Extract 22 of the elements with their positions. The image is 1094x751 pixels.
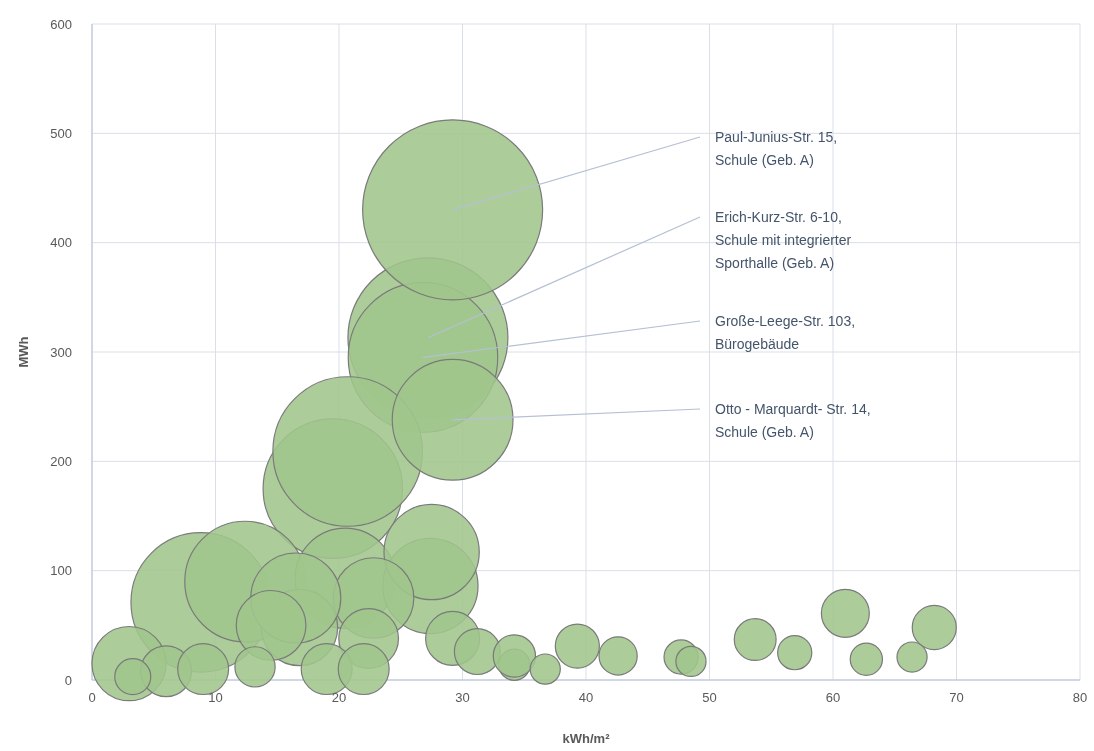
- x-tick-label: 50: [702, 690, 717, 705]
- y-tick-label: 400: [50, 235, 72, 251]
- x-tick-label: 80: [1072, 690, 1088, 705]
- x-tick-label: 0: [88, 690, 96, 705]
- x-tick-label: 70: [949, 690, 964, 705]
- x-tick-label: 20: [331, 690, 347, 705]
- x-axis-title: kWh/m²: [562, 731, 611, 746]
- y-tick-label: 300: [50, 344, 72, 360]
- annotation: Große-Leege-Str. 103, Bürogebäude: [715, 313, 856, 352]
- annotation: Paul-Junius-Str. 15, Schule (Geb. A): [715, 129, 838, 168]
- y-tick-label: 600: [50, 16, 72, 32]
- y-tick-label: 200: [50, 453, 72, 469]
- x-tick-label: 10: [208, 690, 223, 705]
- y-tick-label: 0: [64, 672, 72, 688]
- x-tick-label: 30: [455, 690, 470, 705]
- y-tick-label: 100: [50, 563, 72, 579]
- y-tick-label: 500: [50, 125, 72, 141]
- x-tick-label: 60: [825, 690, 841, 705]
- y-axis-title: MWh: [16, 336, 31, 368]
- annotation: Otto - Marquardt- Str. 14, Schule (Geb. A): [715, 401, 871, 440]
- annotation: Erich-Kurz-Str. 6-10, Schule mit integrierter Sporthalle (Geb. A): [715, 209, 852, 271]
- x-tick-label: 40: [578, 690, 594, 705]
